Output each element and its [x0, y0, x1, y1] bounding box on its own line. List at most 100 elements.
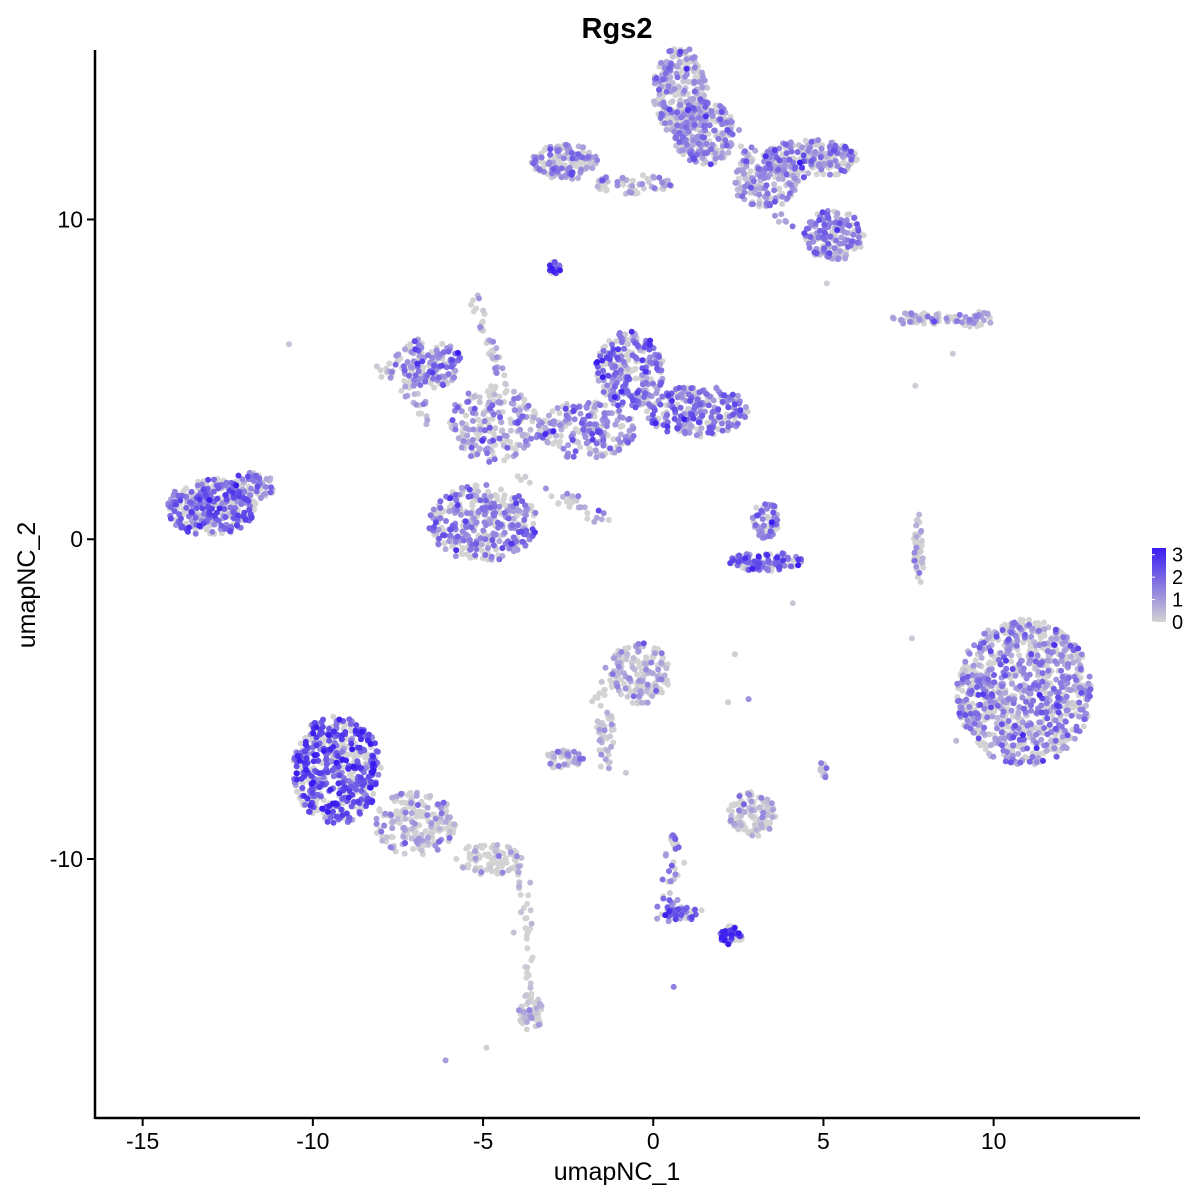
cell-point — [1020, 665, 1027, 672]
cell-point — [415, 812, 422, 819]
cell-point — [680, 78, 687, 85]
cell-point — [736, 127, 743, 133]
cell-point — [981, 724, 988, 731]
cell-point — [504, 453, 511, 460]
cell-point — [1076, 713, 1083, 720]
cell-point — [535, 1021, 542, 1028]
cell-point — [1061, 727, 1068, 734]
cell-point — [757, 185, 764, 192]
cell-point — [1053, 635, 1060, 642]
cell-point — [624, 651, 631, 658]
cell-point — [701, 77, 708, 84]
cell-point — [643, 654, 650, 661]
cell-point — [518, 909, 524, 916]
cell-point — [784, 194, 791, 201]
cell-point — [812, 148, 819, 155]
cell-point — [956, 311, 963, 318]
cell-point — [711, 127, 718, 134]
cell-point — [781, 562, 788, 569]
cell-point — [511, 395, 518, 402]
cell-point — [1033, 740, 1040, 747]
cell-point — [649, 693, 656, 699]
cell-point — [656, 174, 663, 181]
cell-point — [635, 648, 642, 655]
cell-point — [771, 181, 778, 188]
cell-point — [1019, 694, 1026, 701]
cell-point — [634, 671, 641, 678]
cell-point — [1055, 689, 1062, 696]
cell-point — [586, 450, 593, 457]
cell-point — [719, 121, 726, 128]
cell-point — [401, 378, 408, 384]
cell-point — [447, 532, 454, 539]
cell-point — [674, 897, 681, 903]
cell-point — [418, 410, 425, 417]
cell-point — [1058, 657, 1065, 664]
cell-point — [609, 671, 616, 678]
cell-point — [767, 154, 774, 161]
cell-point — [496, 503, 503, 510]
cell-point — [472, 855, 479, 862]
cell-point — [1048, 738, 1055, 745]
cell-point — [980, 739, 987, 746]
cell-point — [916, 569, 923, 576]
cell-point — [1035, 620, 1042, 627]
cell-point — [645, 179, 652, 185]
cell-point — [748, 798, 755, 805]
cell-point — [1033, 709, 1040, 716]
cell-point — [987, 698, 994, 705]
cell-point — [913, 544, 920, 551]
cell-point — [581, 504, 588, 511]
cell-point — [402, 346, 408, 353]
cell-point — [506, 545, 513, 552]
cell-point — [515, 863, 522, 870]
cell-point — [628, 659, 635, 666]
cell-point — [532, 509, 539, 516]
cell-point — [377, 367, 384, 374]
cell-point — [475, 488, 482, 495]
cell-point — [533, 1010, 540, 1017]
cell-point — [1061, 647, 1068, 654]
cell-point — [294, 788, 301, 795]
cell-point — [669, 98, 676, 105]
cell-point — [1005, 646, 1012, 653]
cell-point — [453, 856, 460, 862]
cell-point — [993, 720, 1000, 727]
cell-point — [410, 846, 417, 852]
cell-point — [1063, 693, 1070, 700]
cell-point — [745, 696, 752, 703]
cell-point — [501, 432, 508, 439]
cell-point — [442, 546, 449, 553]
cell-point — [1033, 731, 1040, 738]
cell-point — [435, 541, 442, 548]
cell-point — [823, 280, 830, 287]
cell-point — [573, 497, 580, 504]
cell-point — [1043, 682, 1050, 688]
cell-point — [616, 375, 623, 382]
cell-point — [607, 733, 614, 740]
cell-point — [1003, 665, 1010, 672]
cell-point — [447, 828, 454, 835]
cell-point — [454, 507, 460, 514]
cell-point — [487, 493, 494, 500]
cell-point — [527, 980, 534, 987]
cell-point — [764, 190, 771, 197]
cell-point — [481, 492, 488, 499]
cell-point — [556, 410, 563, 417]
cell-point — [508, 444, 515, 451]
cell-point — [589, 165, 596, 172]
cell-point — [437, 515, 444, 522]
cell-point — [658, 650, 665, 657]
cell-point — [694, 133, 701, 140]
cell-point — [771, 187, 778, 194]
cell-point — [686, 46, 693, 53]
cell-point — [593, 440, 600, 447]
cell-point — [1016, 624, 1023, 631]
cell-point — [671, 128, 678, 135]
cell-point — [333, 721, 340, 728]
cell-point — [501, 529, 508, 536]
cell-point — [594, 718, 601, 725]
cell-point — [917, 548, 924, 555]
cell-point — [416, 822, 423, 829]
cell-point — [420, 401, 427, 408]
